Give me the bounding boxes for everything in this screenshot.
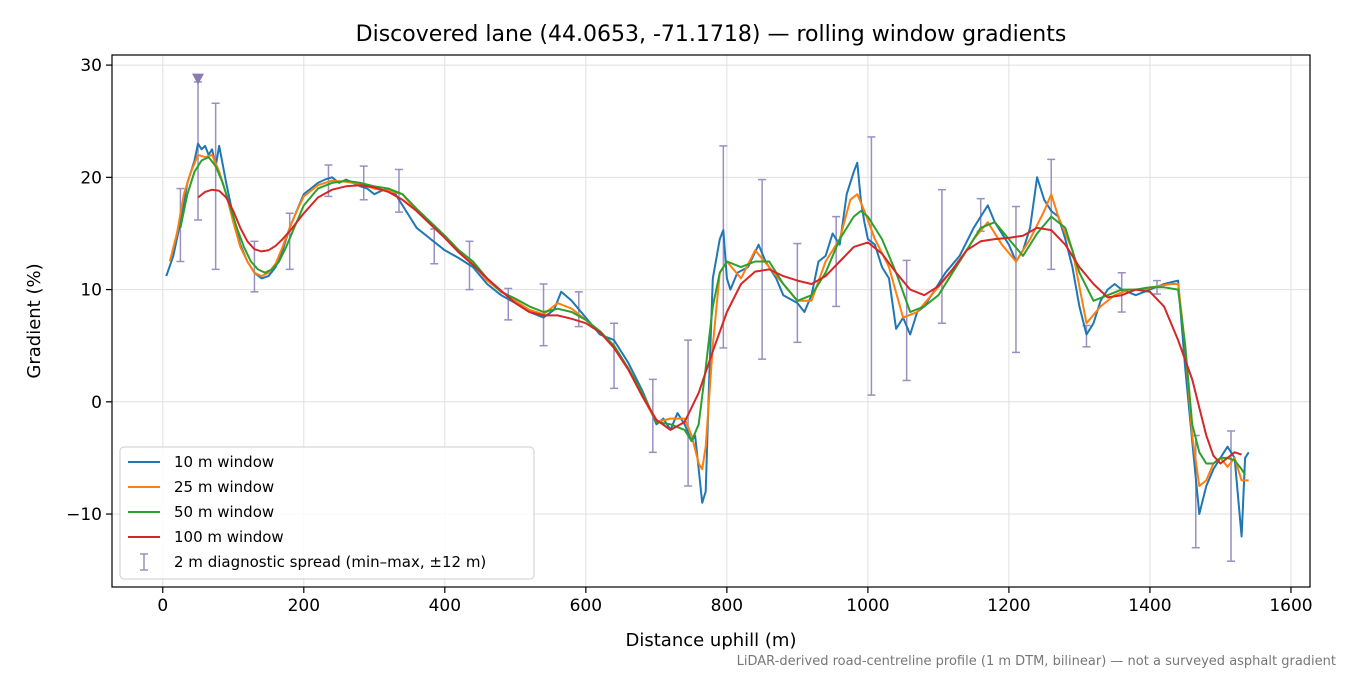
x-tick-label: 400: [429, 596, 461, 616]
legend-box: [119, 446, 535, 580]
error-bar: [867, 136, 876, 396]
x-tick-label: 200: [288, 596, 320, 616]
series-line-1: [165, 142, 1250, 538]
series-lines: [165, 142, 1250, 538]
x-tick-label: 1400: [1128, 596, 1171, 616]
error-bar: [937, 188, 946, 324]
error-bar: [758, 178, 767, 360]
error-bar: [610, 322, 619, 390]
error-bar: [504, 287, 513, 321]
legend-label: 25 m window: [174, 478, 274, 496]
error-bar: [194, 81, 203, 221]
error-bar: [394, 168, 403, 213]
error-bar: [793, 242, 802, 344]
peak-marker-icon: [192, 73, 205, 85]
error-bar: [832, 215, 841, 308]
x-axis-ticks: 0 200 400 600 800 1000 1200 1400 1600: [157, 587, 1313, 616]
error-bar: [902, 259, 911, 382]
x-tick-label: 800: [711, 596, 743, 616]
x-axis-label: Distance uphill (m): [626, 630, 797, 651]
legend-label: 50 m window: [174, 503, 274, 521]
y-axis-ticks: −10 0 10 20 30: [66, 56, 112, 525]
error-bar: [719, 145, 728, 349]
error-bar: [285, 212, 294, 271]
chart-title: Discovered lane (44.0653, -71.1718) — ro…: [356, 22, 1067, 47]
legend-label: 2 m diagnostic spread (min–max, ±12 m): [174, 553, 486, 571]
legend-label: 100 m window: [174, 528, 284, 546]
series-line-4: [197, 184, 1242, 465]
series-line-3: [179, 156, 1246, 476]
y-tick-label: 10: [80, 281, 102, 301]
footnote: LiDAR-derived road-centreline profile (1…: [737, 654, 1336, 669]
x-tick-label: 0: [157, 596, 168, 616]
x-tick-label: 1600: [1269, 596, 1312, 616]
legend-label: 10 m window: [174, 453, 274, 471]
y-tick-label: −10: [66, 505, 102, 525]
error-bar: [430, 228, 439, 265]
plot-frame: [111, 54, 1311, 588]
error-bar: [1011, 205, 1020, 354]
x-tick-label: 1200: [987, 596, 1030, 616]
error-bar: [1047, 158, 1056, 271]
grid-lines: [112, 55, 1310, 587]
y-tick-label: 20: [80, 168, 102, 188]
error-bar: [211, 102, 220, 271]
y-tick-label: 30: [80, 56, 102, 76]
y-axis-label: Gradient (%): [24, 263, 45, 378]
x-tick-label: 600: [570, 596, 602, 616]
series-line-2: [168, 153, 1249, 487]
peak-marker: [192, 73, 205, 85]
x-tick-label: 1000: [846, 596, 889, 616]
legend: 10 m window 25 m window 50 m window 100 m w…: [119, 446, 535, 580]
y-tick-label: 0: [91, 393, 102, 413]
